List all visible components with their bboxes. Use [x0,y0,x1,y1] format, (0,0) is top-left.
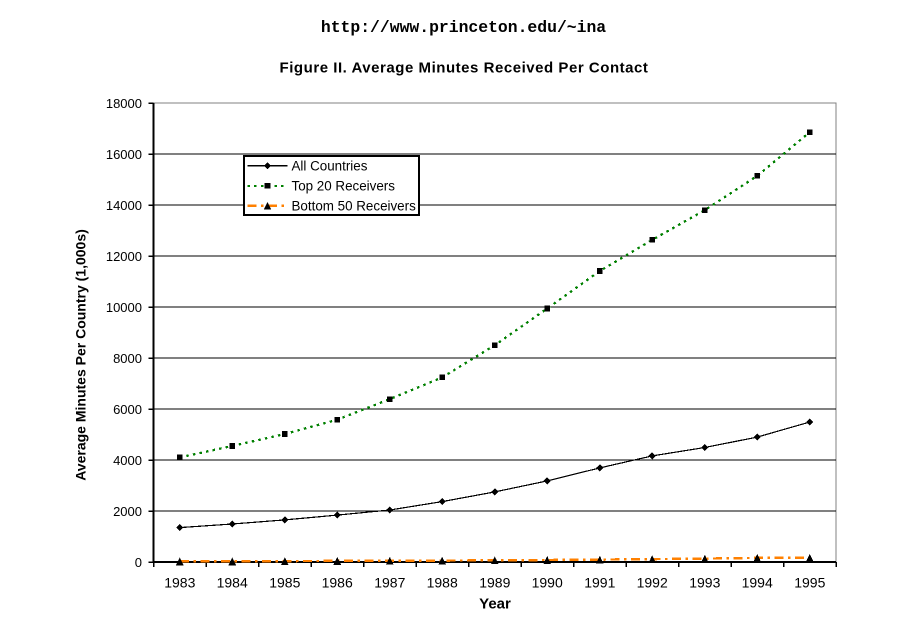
svg-text:1989: 1989 [479,574,510,590]
svg-text:1984: 1984 [217,574,248,590]
svg-text:1988: 1988 [427,574,458,590]
svg-text:Average Minutes Per Country (1: Average Minutes Per Country (1,000s) [72,229,88,481]
svg-text:Year: Year [479,596,511,613]
svg-text:All Countries: All Countries [292,158,368,173]
svg-text:12000: 12000 [106,249,142,264]
svg-text:6000: 6000 [113,402,142,417]
svg-text:http://www.princeton.edu/~ina: http://www.princeton.edu/~ina [321,18,606,37]
svg-text:18000: 18000 [106,96,142,111]
svg-text:Top 20 Receivers: Top 20 Receivers [292,179,396,194]
svg-text:Figure II. Average Minutes Rec: Figure II. Average Minutes Received Per … [280,60,649,77]
svg-text:1990: 1990 [532,574,563,590]
svg-text:1985: 1985 [269,574,300,590]
svg-text:16000: 16000 [106,147,142,162]
svg-text:1987: 1987 [374,574,405,590]
svg-text:1986: 1986 [322,574,353,590]
svg-text:14000: 14000 [106,198,142,213]
svg-text:Bottom 50 Receivers: Bottom 50 Receivers [292,198,417,213]
svg-text:1995: 1995 [794,574,825,590]
svg-text:4000: 4000 [113,453,142,468]
svg-text:10000: 10000 [106,300,142,315]
svg-text:1994: 1994 [742,574,773,590]
svg-text:1991: 1991 [584,574,615,590]
svg-text:0: 0 [135,555,142,570]
svg-text:1992: 1992 [637,574,668,590]
svg-text:8000: 8000 [113,351,142,366]
svg-text:2000: 2000 [113,504,142,519]
svg-text:1983: 1983 [164,574,195,590]
svg-text:1993: 1993 [689,574,720,590]
